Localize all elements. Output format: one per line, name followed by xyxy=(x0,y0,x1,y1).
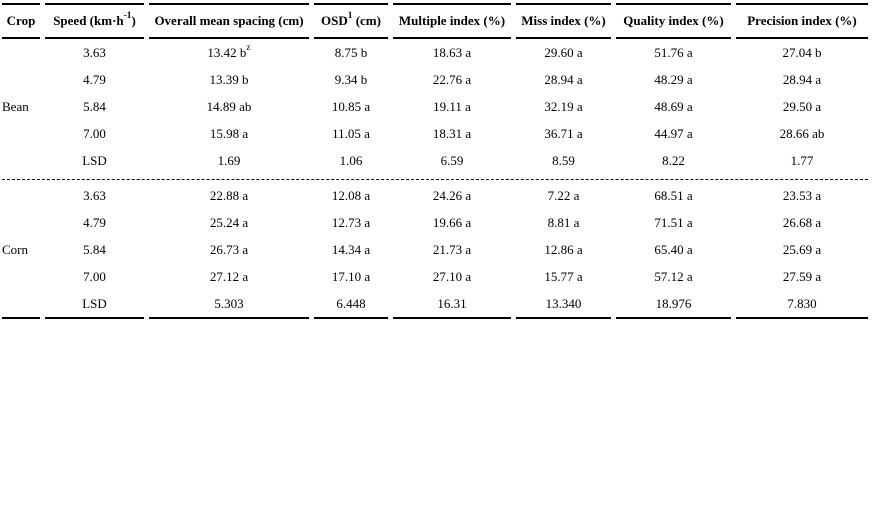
value-cell-precision-index: 26.68 a xyxy=(782,214,822,230)
value-cell-multiple-index: 22.76 a xyxy=(432,71,472,87)
value-cell-quality-index: 51.76 a xyxy=(654,44,693,60)
value-cell-multiple-index: 18.31 a xyxy=(432,125,472,141)
speed-cell: 7.00 xyxy=(83,125,106,141)
col-header-precision-index: Precision index (%) xyxy=(736,3,868,39)
value-cell-miss-index: 8.81 a xyxy=(547,214,580,230)
value-cell-osd: 17.10 a xyxy=(331,268,371,284)
value-cell-miss-index: 28.94 a xyxy=(544,71,583,87)
value-cell-osd: 11.05 a xyxy=(332,125,370,141)
col-header-overall-mean-spacing: Overall mean spacing (cm) xyxy=(149,3,309,39)
value-cell-overall-mean-spacing: 27.12 a xyxy=(209,268,249,284)
value-cell-precision-index: 27.59 a xyxy=(782,268,822,284)
value-cell-osd: 9.34 b xyxy=(334,71,368,87)
table-row: 5.84 14.89 ab 10.85 a 19.11 a 32.19 a 48.69 a… xyxy=(2,93,868,120)
value-cell-quality-index: 18.976 xyxy=(616,290,731,319)
group-separator-row xyxy=(2,174,868,182)
speed-cell: LSD xyxy=(45,290,144,319)
value-cell-overall-mean-spacing: 1.69 xyxy=(217,152,241,168)
value-cell-osd: 10.85 a xyxy=(331,98,371,114)
value-cell-precision-index: 28.94 a xyxy=(782,71,822,87)
speed-cell: 4.79 xyxy=(83,214,106,230)
value-cell-osd: 6.448 xyxy=(314,290,388,319)
value-cell-miss-index: 12.86 a xyxy=(544,241,583,257)
value-cell-precision-index: 7.830 xyxy=(736,290,868,319)
speed-cell: 3.63 xyxy=(83,44,106,60)
value-cell-precision-index: 27.04 b xyxy=(782,44,822,60)
header-row: Crop Speed (km·h-1) Overall mean spacing (… xyxy=(2,3,868,39)
value-cell-precision-index: 28.66 ab xyxy=(779,125,825,141)
value-cell-precision-index: 29.50 a xyxy=(782,98,822,114)
value-cell-quality-index: 57.12 a xyxy=(654,268,693,284)
value-cell-overall-mean-spacing: 22.88 a xyxy=(209,187,249,203)
value-cell-quality-index: 65.40 a xyxy=(654,241,693,257)
table-row: Corn 3.63 22.88 a 12.08 a 24.26 a 7.22 a 68.51… xyxy=(2,182,868,319)
value-cell-overall-mean-spacing: 14.89 ab xyxy=(206,98,252,114)
value-cell-overall-mean-spacing: 26.73 a xyxy=(209,241,249,257)
value-cell-multiple-index: 16.31 xyxy=(393,290,511,319)
crop-label: Corn xyxy=(2,182,40,319)
value-cell-miss-index: 29.60 a xyxy=(544,44,583,60)
value-cell-osd: 8.75 b xyxy=(334,44,368,60)
speed-cell: 3.63 xyxy=(83,187,106,203)
speed-cell: 5.84 xyxy=(83,98,106,114)
value-cell-overall-mean-spacing: 15.98 a xyxy=(209,125,249,141)
table-row: LSD 1.69 1.06 6.59 8.59 8.22 1.77 xyxy=(2,147,868,174)
table-row: 7.00 27.12 a 17.10 a 27.10 a 15.77 a 57.12 a 2… xyxy=(2,263,868,290)
table-row: 7.00 15.98 a 11.05 a 18.31 a 36.71 a 44.97 a 2… xyxy=(2,120,868,147)
section-divider xyxy=(2,179,868,180)
value-cell-miss-index: 36.71 a xyxy=(544,125,583,141)
value-cell-quality-index: 68.51 a xyxy=(654,187,693,203)
value-cell-precision-index: 1.77 xyxy=(790,152,814,168)
speed-cell: LSD xyxy=(82,152,107,168)
value-cell-osd: 14.34 a xyxy=(331,241,371,257)
value-cell-overall-mean-spacing: 13.42 bz xyxy=(207,42,251,60)
crop-label: Bean xyxy=(2,98,29,114)
value-cell-multiple-index: 24.26 a xyxy=(432,187,472,203)
value-cell-precision-index: 23.53 a xyxy=(782,187,822,203)
col-header-speed: Speed (km·h-1) xyxy=(45,3,144,39)
value-cell-quality-index: 71.51 a xyxy=(654,214,693,230)
col-header-osd: OSD1 (cm) xyxy=(314,3,388,39)
value-cell-multiple-index: 19.11 a xyxy=(433,98,471,114)
value-cell-multiple-index: 18.63 a xyxy=(432,44,472,60)
col-header-miss-index: Miss index (%) xyxy=(516,3,611,39)
speed-cell: 7.00 xyxy=(83,268,106,284)
value-cell-multiple-index: 27.10 a xyxy=(432,268,472,284)
value-cell-miss-index: 7.22 a xyxy=(547,187,580,203)
value-cell-multiple-index: 21.73 a xyxy=(432,241,472,257)
table-row: 4.79 13.39 b 9.34 b 22.76 a 28.94 a 48.29 a 28… xyxy=(2,66,868,93)
col-header-multiple-index: Multiple index (%) xyxy=(393,3,511,39)
table-row: 5.84 26.73 a 14.34 a 21.73 a 12.86 a 65.40 a 2… xyxy=(2,236,868,263)
table-row: 4.79 25.24 a 12.73 a 19.66 a 8.81 a 71.51 a 26… xyxy=(2,209,868,236)
table-body: Bean 3.63 13.42 bz 8.75 b 18.63 a 29.60 a 51.7… xyxy=(2,39,868,319)
value-cell-miss-index: 13.340 xyxy=(516,290,611,319)
value-cell-quality-index: 44.97 a xyxy=(654,125,693,141)
value-cell-multiple-index: 19.66 a xyxy=(432,214,472,230)
speed-cell: 4.79 xyxy=(83,71,106,87)
speed-cell: 5.84 xyxy=(83,241,106,257)
value-cell-quality-index: 48.29 a xyxy=(654,71,693,87)
value-cell-miss-index: 8.59 xyxy=(552,152,575,168)
value-cell-multiple-index: 6.59 xyxy=(440,152,464,168)
value-cell-quality-index: 48.69 a xyxy=(654,98,693,114)
value-cell-overall-mean-spacing: 5.303 xyxy=(149,290,309,319)
value-cell-osd: 1.06 xyxy=(339,152,363,168)
results-table: Crop Speed (km·h-1) Overall mean spacing (… xyxy=(0,3,873,319)
value-cell-miss-index: 15.77 a xyxy=(544,268,583,284)
table-row: Bean 3.63 13.42 bz 8.75 b 18.63 a 29.60 a 51.7… xyxy=(2,39,868,113)
table-row: LSD 5.303 6.448 16.31 13.340 18.976 7.830 xyxy=(2,290,868,319)
value-cell-overall-mean-spacing: 25.24 a xyxy=(209,214,249,230)
value-cell-overall-mean-spacing: 13.39 b xyxy=(209,71,249,87)
col-header-crop: Crop xyxy=(2,3,40,39)
value-cell-osd: 12.08 a xyxy=(331,187,371,203)
value-cell-miss-index: 32.19 a xyxy=(544,98,583,114)
value-cell-quality-index: 8.22 xyxy=(662,152,685,168)
value-cell-precision-index: 25.69 a xyxy=(782,241,822,257)
col-header-quality-index: Quality index (%) xyxy=(616,3,731,39)
value-cell-osd: 12.73 a xyxy=(331,214,371,230)
